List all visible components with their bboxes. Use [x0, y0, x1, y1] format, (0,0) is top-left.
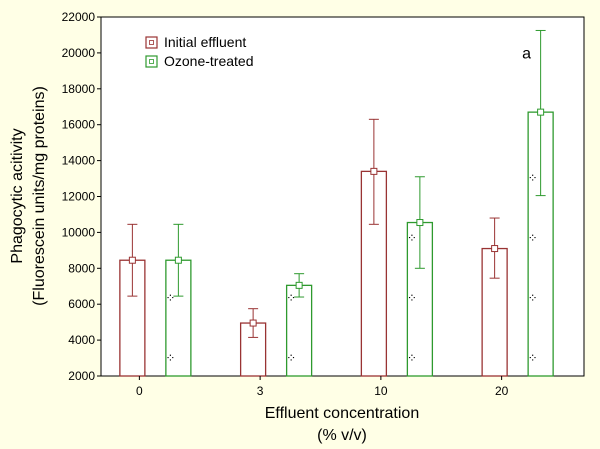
y-tick-label: 18000 — [62, 82, 96, 96]
significance-annotation: a — [522, 45, 531, 62]
x-axis-title-line2: (% v/v) — [317, 427, 367, 444]
x-tick-label: 3 — [257, 384, 264, 398]
bar-texture-mark: ⁘ — [528, 351, 538, 365]
mean-marker — [491, 245, 499, 253]
legend-label-ozone: Ozone-treated — [164, 53, 254, 69]
y-tick-label: 22000 — [62, 10, 96, 24]
y-tick-label: 8000 — [68, 261, 95, 275]
y-tick-label: 10000 — [62, 225, 96, 239]
y-tick-label: 20000 — [62, 46, 96, 60]
bar-texture-mark: ⁘ — [165, 351, 175, 365]
bar-texture-mark: ⁘ — [407, 291, 417, 305]
bar-texture-mark: ⁘ — [286, 291, 296, 305]
legend: Initial effluent Ozone-treated — [145, 34, 254, 69]
legend-marker — [149, 40, 154, 45]
x-tick-label: 20 — [495, 384, 509, 398]
annotations: a — [522, 45, 531, 62]
bar-texture-mark: ⁘ — [286, 351, 296, 365]
x-tick-label: 0 — [136, 384, 143, 398]
y-axis: 2000 4000 6000 8000 10000 12000 14000 16000 1800… — [62, 10, 101, 383]
mean-marker — [416, 219, 424, 227]
y-tick-label: 4000 — [68, 333, 95, 347]
bar-texture-mark: ⁘ — [528, 291, 538, 305]
mean-marker — [249, 319, 257, 327]
bars-layer: ⁘ ⁘ ⁘ ⁘ ⁘ ⁘ ⁘ ⁘ ⁘ ⁘ ⁘ — [119, 29, 554, 377]
mean-marker — [537, 108, 545, 116]
y-tick-label: 16000 — [62, 118, 96, 132]
mean-marker — [370, 167, 378, 175]
legend-label-initial: Initial effluent — [164, 34, 246, 50]
bar-texture-mark: ⁘ — [407, 351, 417, 365]
bar-ozone-0 — [165, 259, 192, 377]
y-tick-label: 14000 — [62, 154, 96, 168]
x-tick-label: 10 — [374, 384, 388, 398]
bar-texture-mark: ⁘ — [407, 231, 417, 245]
mean-marker — [174, 256, 182, 264]
x-axis: 0 3 10 20 — [136, 376, 509, 398]
bar-texture-mark: ⁘ — [528, 171, 538, 185]
bar-texture-mark: ⁘ — [165, 291, 175, 305]
bar-ozone-3 — [285, 284, 313, 377]
mean-marker — [295, 281, 303, 289]
y-axis-title-line1: Phagocytic acitivity — [9, 128, 26, 263]
y-tick-label: 6000 — [68, 297, 95, 311]
y-tick-label: 2000 — [68, 369, 95, 383]
y-axis-title-line2: (Fluorescein units/mg proteins) — [31, 86, 48, 306]
bar-texture-mark: ⁘ — [528, 231, 538, 245]
x-axis-title-line1: Effluent concentration — [265, 405, 419, 422]
y-tick-label: 12000 — [62, 190, 96, 204]
legend-marker — [149, 59, 154, 64]
mean-marker — [128, 256, 136, 264]
